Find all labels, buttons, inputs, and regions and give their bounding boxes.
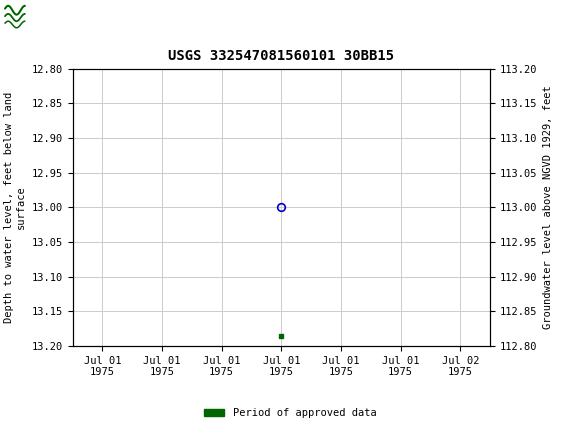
Y-axis label: Groundwater level above NGVD 1929, feet: Groundwater level above NGVD 1929, feet bbox=[543, 86, 553, 329]
Legend: Period of approved data: Period of approved data bbox=[200, 404, 380, 423]
Title: USGS 332547081560101 30BB15: USGS 332547081560101 30BB15 bbox=[168, 49, 394, 64]
Text: USGS: USGS bbox=[45, 8, 109, 28]
Y-axis label: Depth to water level, feet below land
surface: Depth to water level, feet below land su… bbox=[5, 92, 26, 323]
FancyBboxPatch shape bbox=[4, 3, 42, 33]
